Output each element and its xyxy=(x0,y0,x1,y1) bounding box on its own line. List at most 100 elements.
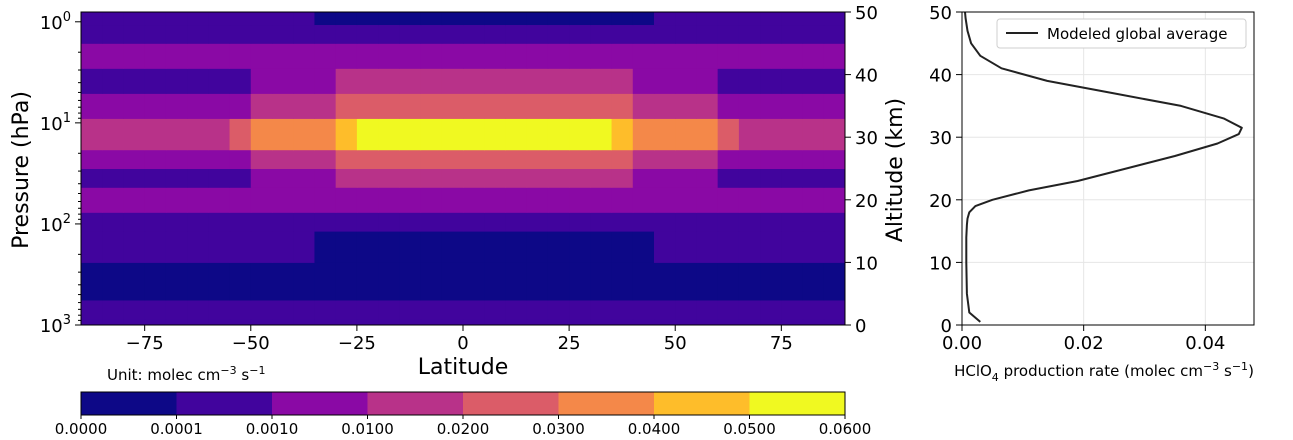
colorbar-segment xyxy=(558,392,655,415)
heatmap-cell xyxy=(208,118,231,151)
colorbar-segment xyxy=(367,392,464,415)
heatmap-cell xyxy=(760,93,782,119)
heatmap-cell xyxy=(611,231,634,263)
heatmap-cell xyxy=(102,24,124,44)
line-y-tick-label: 10 xyxy=(929,253,952,274)
heatmap-cell xyxy=(781,299,804,320)
heatmap-cell xyxy=(823,68,846,94)
heatmap-cell xyxy=(229,24,252,44)
heatmap-cell xyxy=(165,168,188,188)
heatmap-cell xyxy=(632,118,655,151)
heatmap-cell xyxy=(823,149,846,169)
heatmap-cell xyxy=(654,212,676,232)
heatmap-cell xyxy=(802,212,825,232)
colorbar-tick-label: 0.0010 xyxy=(246,420,299,438)
heatmap-cell xyxy=(250,212,273,232)
heatmap-cell xyxy=(187,187,209,213)
heatmap-cell xyxy=(654,231,676,263)
heatmap-cell xyxy=(441,24,464,44)
heatmap-cell xyxy=(717,187,740,213)
heatmap-cell xyxy=(102,212,124,232)
heatmap-cell xyxy=(760,24,782,44)
heatmap-cell xyxy=(378,168,400,188)
heatmap-x-ticks: −75 −50 −25 0 25 50 75 xyxy=(126,325,793,354)
heatmap-cell xyxy=(802,187,825,213)
right-y-tick-label: 40 xyxy=(855,66,878,87)
heatmap-cell xyxy=(187,68,209,94)
heatmap-cell xyxy=(569,299,591,320)
heatmap-cell xyxy=(547,212,570,232)
heatmap-cell xyxy=(399,12,422,26)
heatmap-cell xyxy=(229,318,252,326)
heatmap-cell xyxy=(378,262,400,301)
right-y-tick-label: 20 xyxy=(855,191,878,212)
heatmap-cell xyxy=(81,68,103,94)
heatmap-cell xyxy=(760,212,782,232)
heatmap-cell xyxy=(165,299,188,320)
heatmap-cell xyxy=(441,262,464,301)
heatmap-cell xyxy=(250,318,273,326)
heatmap-cell xyxy=(293,318,315,326)
heatmap-cell xyxy=(335,318,358,326)
colorbar-tick-label: 0.0200 xyxy=(437,420,490,438)
heatmap-cell xyxy=(505,262,528,301)
heatmap-cell xyxy=(293,231,315,263)
heatmap-cell xyxy=(144,24,167,44)
heatmap-cell xyxy=(441,187,464,213)
heatmap-cell xyxy=(293,262,315,301)
heatmap-cell xyxy=(356,318,379,326)
heatmap-cell xyxy=(526,168,549,188)
colorbar-segment xyxy=(654,392,750,415)
heatmap-cell xyxy=(250,168,273,188)
heatmap-cell xyxy=(144,118,167,151)
heatmap-cell xyxy=(187,118,209,151)
heatmap-cell xyxy=(272,68,294,94)
heatmap-cell xyxy=(420,149,443,169)
heatmap-cell xyxy=(760,149,782,169)
colorbar-tick-label: 0.0300 xyxy=(532,420,585,438)
heatmap-cell xyxy=(484,168,506,188)
line-x-tick-label: 0.04 xyxy=(1185,333,1225,354)
heatmap-cell xyxy=(81,318,103,326)
heatmap-cell xyxy=(823,12,846,26)
heatmap-cell xyxy=(526,93,549,119)
heatmap-cell xyxy=(505,187,528,213)
heatmap-cell xyxy=(547,231,570,263)
heatmap-cell xyxy=(675,43,697,69)
heatmap-cell xyxy=(102,43,124,69)
heatmap-cell xyxy=(484,212,506,232)
heatmap-cell xyxy=(441,299,464,320)
heatmap-cell xyxy=(675,187,697,213)
heatmap-cell xyxy=(356,43,379,69)
heatmap-cell xyxy=(526,318,549,326)
heatmap-cell xyxy=(463,24,485,44)
right-y-tick-label: 10 xyxy=(855,253,878,274)
heatmap-cell xyxy=(441,118,464,151)
colorbar-tick-label: 0.0000 xyxy=(55,420,108,438)
heatmap-cell xyxy=(208,187,231,213)
heatmap-cell xyxy=(314,212,337,232)
x-tick-label: 0 xyxy=(457,333,468,354)
heatmap-cell xyxy=(463,231,485,263)
heatmap-cell xyxy=(760,43,782,69)
heatmap-cell xyxy=(611,168,634,188)
heatmap-cell xyxy=(696,43,719,69)
heatmap-cell xyxy=(717,318,740,326)
heatmap-left-y-ticks: 100 101 102 103 xyxy=(40,10,81,337)
heatmap-cell xyxy=(272,212,294,232)
heatmap-cell xyxy=(611,43,634,69)
heatmap-cell xyxy=(675,93,697,119)
heatmap-cell xyxy=(378,68,400,94)
colorbar-segment xyxy=(463,392,559,415)
line-chart-x-axis-label: HClO4 production rate (molec cm−3 s−1) xyxy=(954,360,1254,384)
heatmap-cell xyxy=(547,118,570,151)
heatmap-cell xyxy=(802,118,825,151)
heatmap-cell xyxy=(208,93,231,119)
heatmap-cell xyxy=(250,262,273,301)
heatmap-cell xyxy=(165,318,188,326)
heatmap-cell xyxy=(654,262,676,301)
heatmap-cell xyxy=(102,149,124,169)
heatmap-cell xyxy=(314,262,337,301)
x-tick-label: 50 xyxy=(664,333,687,354)
heatmap-cell xyxy=(463,212,485,232)
